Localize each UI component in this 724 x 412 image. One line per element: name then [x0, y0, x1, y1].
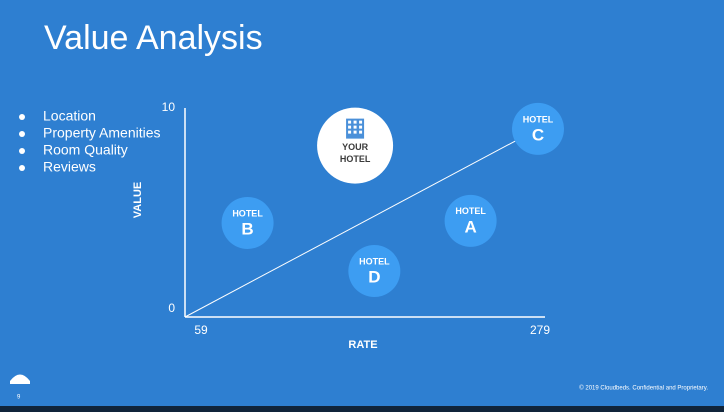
- x-axis-title: RATE: [348, 339, 377, 351]
- bottom-strip: [0, 406, 724, 412]
- y-axis-title: VALUE: [132, 182, 144, 218]
- bubble-label: HOTEL: [340, 154, 371, 164]
- x-tick-label: 279: [530, 323, 550, 337]
- bullet-dot: [19, 114, 25, 120]
- icon-window: [359, 120, 363, 124]
- bullet-dot: [19, 148, 25, 154]
- x-tick-label: 59: [194, 323, 208, 337]
- bubble-label: A: [464, 217, 476, 236]
- y-tick-label: 10: [162, 100, 176, 114]
- hotel-bubble: [348, 245, 401, 298]
- bullet-dot: [19, 131, 25, 137]
- bubble-label: C: [532, 125, 544, 144]
- bubble-label: B: [241, 219, 253, 238]
- icon-window: [353, 130, 357, 134]
- bullet: Property Amenities: [43, 125, 161, 141]
- page-number: 9: [17, 395, 21, 401]
- bullet-dot: [19, 165, 25, 171]
- bubble-label: HOTEL: [232, 208, 263, 218]
- hotel-bubble: [221, 196, 274, 249]
- icon-window: [359, 130, 363, 134]
- hotel-bubble: [512, 102, 564, 155]
- bubble-label: YOUR: [342, 142, 369, 152]
- icon-window: [359, 125, 363, 129]
- logo-cloud: [10, 374, 30, 381]
- bullet: Location: [43, 108, 96, 124]
- bubble-label: HOTEL: [523, 114, 554, 124]
- icon-window: [348, 120, 352, 124]
- bubble-label: HOTEL: [359, 256, 390, 266]
- icon-window: [348, 130, 352, 134]
- plot: 59 279010YOURHOTELHOTELCHOTELBHOTELAHOTEL…: [162, 100, 564, 337]
- trend-line: [184, 128, 539, 318]
- hotel-bubble: [444, 194, 497, 247]
- logo-base: [10, 381, 30, 384]
- hotel-bubble: [317, 107, 394, 184]
- icon-window: [353, 120, 357, 124]
- hotel-icon: [346, 118, 365, 139]
- footer: © 2019 Cloudbeds. Confidential and Propr…: [579, 385, 708, 392]
- bubble-label: D: [368, 268, 380, 287]
- slide-title: Value Analysis: [44, 19, 263, 57]
- bubble-label: HOTEL: [455, 206, 486, 216]
- bullet: Reviews: [43, 159, 96, 175]
- bullet: Room Quality: [43, 142, 128, 158]
- icon-window: [348, 125, 352, 129]
- icon-window: [353, 125, 357, 129]
- bullet-list: Location Property Amenities Room Quality…: [19, 108, 161, 175]
- y-tick-label: 0: [168, 301, 175, 315]
- logo: [10, 374, 30, 384]
